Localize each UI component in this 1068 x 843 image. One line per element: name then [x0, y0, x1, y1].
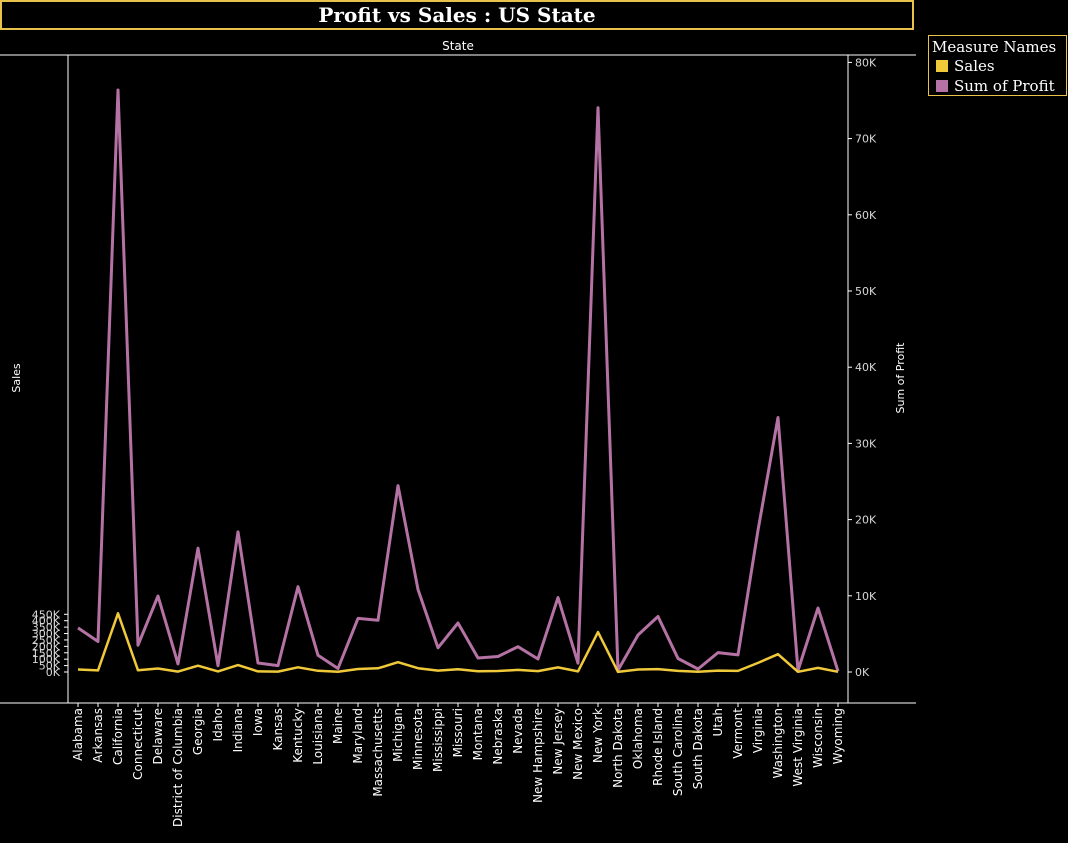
x-tick-label: Utah	[711, 708, 725, 736]
y-tick-label: 350K	[32, 621, 61, 634]
x-tick-label: Mississippi	[431, 708, 445, 772]
x-tick-label: Virginia	[751, 708, 765, 753]
x-tick-label: Michigan	[391, 708, 405, 762]
x-tick-label: Washington	[771, 708, 785, 779]
x-tick-label: Rhode Island	[651, 708, 665, 786]
x-tick-label: New York	[591, 708, 605, 763]
x-tick-label: District of Columbia	[171, 708, 185, 827]
y2-tick-label: 10K	[855, 590, 877, 603]
x-tick-label: New Jersey	[551, 708, 565, 775]
y2-tick-label: 40K	[855, 361, 877, 374]
legend-label-profit: Sum of Profit	[954, 77, 1055, 95]
top-axis-label: State	[442, 39, 474, 53]
y2-axis-title: Sum of Profit	[894, 342, 907, 414]
x-tick-label: Wyoming	[831, 708, 845, 764]
x-tick-label: Alabama	[71, 708, 85, 761]
legend-item-profit[interactable]: Sum of Profit	[932, 76, 1063, 96]
x-tick-label: Minnesota	[411, 708, 425, 770]
x-tick-label: South Carolina	[671, 708, 685, 796]
legend-title: Measure Names	[932, 38, 1057, 56]
x-tick-label: West Virginia	[791, 708, 805, 787]
series-line-sales	[77, 612, 839, 674]
y-tick-label: 150K	[32, 647, 61, 660]
x-tick-label: Connecticut	[131, 708, 145, 780]
y2-tick-label: 80K	[855, 56, 877, 69]
x-tick-label: Montana	[471, 708, 485, 760]
y-tick-label: 200K	[32, 640, 61, 653]
x-tick-label: Oklahoma	[631, 708, 645, 769]
x-tick-label: North Dakota	[611, 708, 625, 788]
x-tick-label: New Hampshire	[531, 708, 545, 803]
x-tick-label: Delaware	[151, 708, 165, 765]
x-tick-label: Kentucky	[291, 708, 305, 763]
legend: Measure Names Sales Sum of Profit	[928, 35, 1067, 96]
legend-label-sales: Sales	[954, 57, 995, 75]
x-tick-label: Nebraska	[491, 708, 505, 765]
y2-tick-label: 70K	[855, 133, 877, 146]
chart-title: Profit vs Sales : US State	[0, 0, 914, 30]
x-tick-label: South Dakota	[691, 708, 705, 789]
x-tick-label: Arkansas	[91, 708, 105, 763]
x-tick-label: Massachusetts	[371, 708, 385, 797]
x-tick-label: Nevada	[511, 708, 525, 754]
x-tick-label: Idaho	[211, 708, 225, 741]
y-tick-label: 300K	[32, 628, 61, 641]
y2-tick-label: 50K	[855, 285, 877, 298]
y2-tick-label: 0K	[855, 666, 870, 679]
y-tick-label: 250K	[32, 634, 61, 647]
y-tick-label: 100K	[32, 653, 61, 666]
series-line-profit	[77, 88, 840, 673]
legend-swatch-profit	[936, 80, 948, 92]
x-tick-label: Louisiana	[311, 708, 325, 765]
legend-swatch-sales	[936, 60, 948, 72]
x-tick-label: Vermont	[731, 708, 745, 759]
x-tick-label: Indiana	[231, 708, 245, 752]
y-tick-label: 450K	[32, 608, 61, 621]
y-tick-label: 50K	[39, 660, 61, 673]
x-tick-label: Kansas	[271, 708, 285, 750]
x-tick-label: Iowa	[251, 708, 265, 736]
x-tick-label: Wisconsin	[811, 708, 825, 768]
x-tick-label: California	[111, 708, 125, 765]
x-tick-label: Georgia	[191, 708, 205, 755]
y-tick-label: 0K	[46, 666, 61, 679]
y2-tick-label: 60K	[855, 209, 877, 222]
y2-tick-label: 30K	[855, 437, 877, 450]
x-tick-label: New Mexico	[571, 708, 585, 780]
y2-tick-label: 20K	[855, 514, 877, 527]
x-tick-label: Missouri	[451, 708, 465, 757]
legend-item-sales[interactable]: Sales	[932, 56, 1063, 76]
x-tick-label: Maryland	[351, 708, 365, 764]
x-tick-label: Maine	[331, 708, 345, 744]
y-axis-title: Sales	[10, 363, 23, 393]
y-tick-label: 400K	[32, 615, 61, 628]
